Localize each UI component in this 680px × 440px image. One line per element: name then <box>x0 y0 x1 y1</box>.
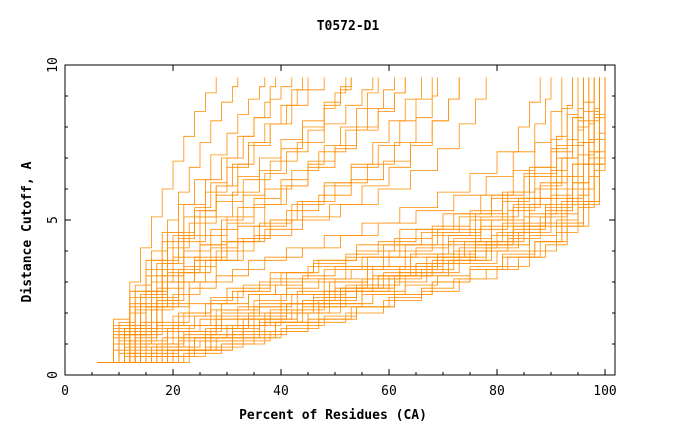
y-tick-label: 0 <box>46 371 61 379</box>
x-tick-label: 60 <box>381 384 397 399</box>
y-tick-label: 10 <box>46 57 61 73</box>
series-line-24 <box>108 77 563 363</box>
series-line-6 <box>119 77 600 363</box>
series-line-7 <box>124 77 606 363</box>
series-line-35 <box>102 77 239 363</box>
series-line-43 <box>113 77 276 363</box>
x-axis: 0 20 40 60 80 100 <box>61 65 617 399</box>
x-tick-label: 0 <box>61 384 69 399</box>
series-line-11 <box>151 77 606 363</box>
series-line-10 <box>146 77 606 363</box>
series-line-36 <box>97 77 217 363</box>
chart-title: T0572-D1 <box>317 19 380 34</box>
series-line-51 <box>135 77 595 363</box>
series-line-28 <box>97 77 406 363</box>
y-axis-label: Distance Cutoff, A <box>20 161 35 302</box>
y-axis: 0 5 10 <box>46 57 615 379</box>
series-line-52 <box>119 77 584 363</box>
series-line-46 <box>113 77 438 363</box>
series-line-4 <box>108 77 600 363</box>
series-line-16 <box>140 77 606 363</box>
series-line-22 <box>119 77 579 363</box>
x-axis-label: Percent of Residues (CA) <box>239 408 427 423</box>
series-line-49 <box>156 77 606 363</box>
x-tick-label: 20 <box>165 384 181 399</box>
series-line-45 <box>124 77 347 363</box>
x-tick-label: 40 <box>273 384 289 399</box>
series-line-33 <box>102 77 293 363</box>
plot-lines <box>97 77 606 363</box>
series-line-5 <box>113 77 606 363</box>
series-line-44 <box>119 77 303 363</box>
x-tick-label: 100 <box>593 384 616 399</box>
series-line-48 <box>146 77 600 363</box>
series-line-41 <box>113 77 379 363</box>
y-tick-label: 5 <box>46 216 61 224</box>
x-tick-label: 80 <box>489 384 505 399</box>
